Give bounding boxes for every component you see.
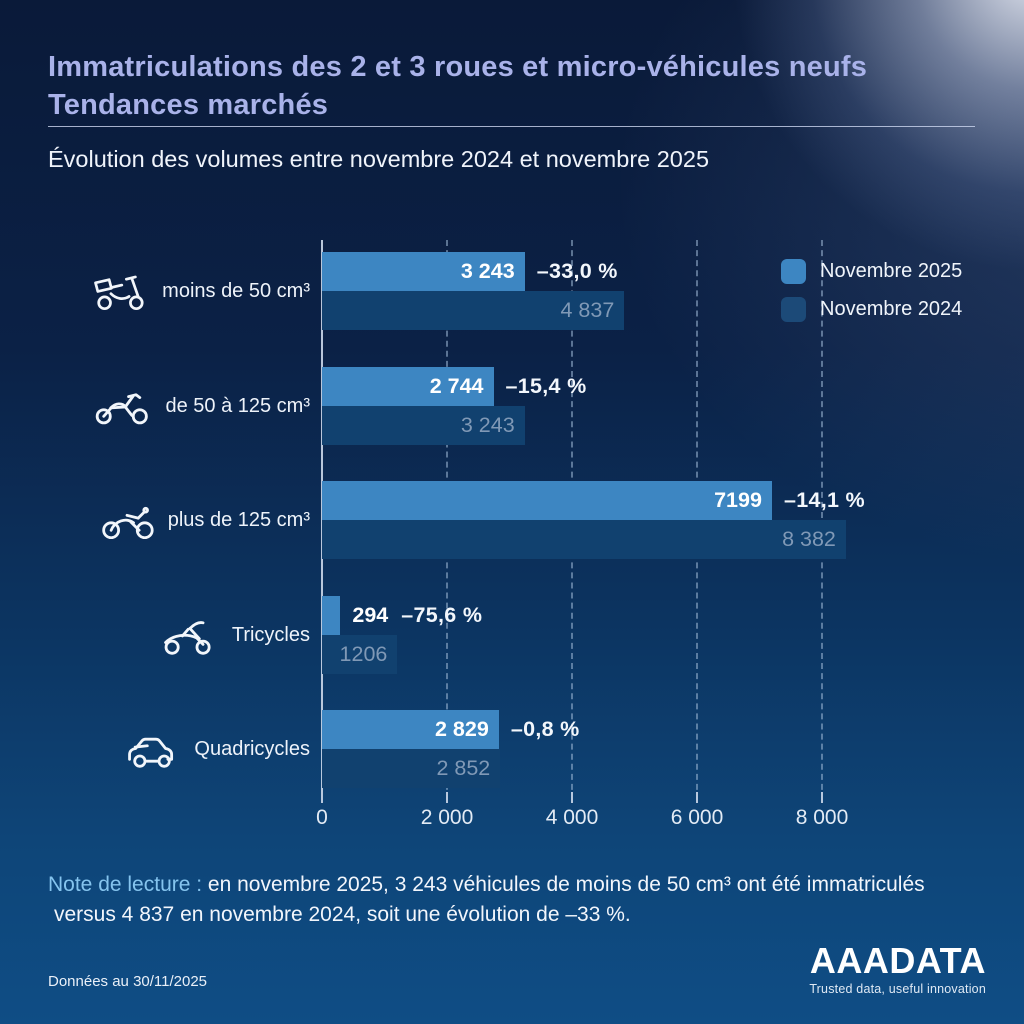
bar-annotations: –33,0 %: [537, 252, 618, 291]
change-percentage: –0,8 %: [510, 717, 580, 741]
legend-item-2025: Novembre 2025: [781, 259, 962, 284]
page-title-line2: Tendances marchés: [48, 89, 329, 121]
reading-note-text1: en novembre 2025, 3 243 véhicules de moi…: [202, 873, 925, 896]
category-label: de 50 à 125 cm³: [165, 394, 310, 417]
bar-value-2025: 294: [352, 603, 389, 627]
x-axis-tick: [571, 792, 573, 803]
change-percentage: –14,1 %: [783, 488, 865, 512]
data-date: Données au 30/11/2025: [48, 973, 208, 990]
bar-2024: 2 852: [322, 749, 501, 788]
legend-label-2024: Novembre 2024: [820, 298, 963, 320]
reading-note-line2: versus 4 837 en novembre 2024, soit une …: [54, 903, 631, 926]
scooter-icon: [91, 269, 149, 313]
category-label-row: plus de 125 cm³: [40, 481, 310, 559]
bar-annotations: 294 –75,6 %: [352, 596, 482, 635]
bar-2025: 2 829: [322, 710, 499, 749]
bar-value-2024: 8 382: [782, 527, 836, 551]
x-tick-label: 2 000: [420, 806, 474, 829]
aaadata-logo: AAADATA: [809, 940, 986, 981]
reading-note-prefix: Note de lecture :: [48, 873, 203, 896]
bar-2024: 3 243: [322, 406, 525, 445]
bar-annotations: –15,4 %: [506, 367, 587, 406]
title-divider: [48, 126, 975, 127]
reading-note: Note de lecture : en novembre 2025, 3 24…: [48, 870, 998, 930]
x-axis-tick: [321, 792, 323, 803]
category-label: Quadricycles: [194, 737, 310, 760]
brand-logo-block: AAADATA Trusted data, useful innovation: [746, 940, 986, 997]
bar-2025: [322, 596, 341, 635]
bar-annotations: –0,8 %: [511, 710, 580, 749]
bar-value-2025: 2 829: [435, 717, 489, 741]
category-label: moins de 50 cm³: [162, 279, 310, 302]
bar-2024: 8 382: [322, 520, 846, 559]
x-tick-label: 0: [316, 806, 328, 829]
change-percentage: –15,4 %: [505, 374, 587, 398]
bar-annotations: –14,1 %: [784, 481, 865, 520]
bar-2024: 1206: [322, 635, 398, 674]
bar-value-2025: 2 744: [429, 374, 484, 398]
category-label-row: de 50 à 125 cm³: [40, 367, 310, 445]
category-label-row: Quadricycles: [40, 710, 310, 788]
category-label-row: moins de 50 cm³: [40, 252, 310, 330]
page-title-line1: Immatriculations des 2 et 3 roues et mic…: [48, 51, 868, 83]
quadricycle-icon: [123, 728, 181, 770]
legend-swatch-2024: [781, 297, 806, 322]
brand-tagline: Trusted data, useful innovation: [809, 982, 986, 996]
bar-2025: 7199: [322, 481, 772, 520]
change-percentage: –33,0 %: [536, 259, 618, 283]
legend-item-2024: Novembre 2024: [781, 297, 962, 322]
x-axis-tick: [696, 792, 698, 803]
motorcycle-icon: [92, 386, 152, 426]
bar-2024: 4 837: [322, 291, 625, 330]
chart-legend: Novembre 2025 Novembre 2024: [781, 259, 962, 322]
tricycle-icon: [159, 614, 219, 656]
bar-2025: 2 744: [322, 367, 494, 406]
x-tick-label: 8 000: [795, 806, 849, 829]
bar-value-2024: 2 852: [436, 756, 491, 780]
category-label: plus de 125 cm³: [167, 508, 310, 531]
bar-value-2025: 3 243: [460, 259, 515, 283]
large-motorcycle-icon: [99, 501, 155, 539]
x-tick-label: 4 000: [545, 806, 599, 829]
bar-value-2024: 1206: [339, 642, 388, 666]
bar-value-2024: 4 837: [560, 298, 615, 322]
x-axis-tick: [821, 792, 823, 803]
page-title: Immatriculations des 2 et 3 roues et mic…: [48, 48, 948, 124]
x-axis-tick: [446, 792, 448, 803]
change-percentage: –75,6 %: [401, 603, 483, 627]
bar-value-2025: 7199: [714, 488, 762, 512]
reading-note-line1: Note de lecture : en novembre 2025, 3 24…: [48, 870, 998, 900]
category-label: Tricycles: [231, 623, 310, 646]
x-tick-label: 6 000: [670, 806, 724, 829]
chart-subtitle: Évolution des volumes entre novembre 202…: [48, 146, 710, 172]
legend-label-2025: Novembre 2025: [820, 260, 963, 282]
category-label-row: Tricycles: [40, 596, 310, 674]
legend-swatch-2025: [781, 259, 806, 284]
bar-2025: 3 243: [322, 252, 525, 291]
bar-value-2024: 3 243: [460, 413, 515, 437]
